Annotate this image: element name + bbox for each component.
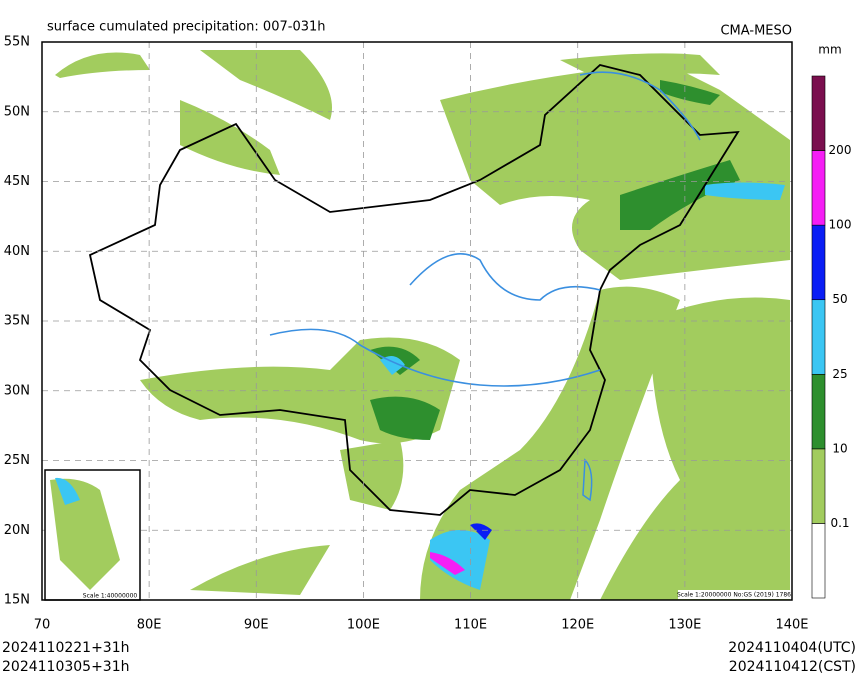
precip-area (180, 100, 280, 175)
lat-label: 45N (4, 174, 30, 189)
map-area: Scale 1:40000000 Scale 1:20000000 No:GS … (41, 41, 793, 601)
model-name: CMA-MESO (720, 24, 792, 39)
lat-label: 35N (4, 314, 30, 329)
precip-area (370, 396, 440, 440)
river (579, 71, 701, 141)
grid (42, 42, 792, 600)
lon-label: 70 (34, 618, 51, 633)
valid-time-utc: 2024110404(UTC) (728, 640, 856, 656)
precip-area (380, 356, 405, 375)
lat-label: 40N (4, 244, 30, 259)
precip-area (55, 52, 150, 78)
lon-label: 90E (244, 618, 269, 633)
precip-area (660, 80, 720, 105)
legend-unit: mm (818, 43, 841, 57)
colorbar-label: 200 (829, 143, 852, 157)
colorbar-segment (811, 448, 826, 524)
precip-area (420, 286, 680, 600)
lat-label: 55N (4, 35, 30, 50)
map-frame (41, 41, 793, 601)
colorbar-label: 50 (832, 292, 847, 306)
colorbar-segment (811, 75, 826, 151)
precip-area (440, 60, 790, 280)
colorbar-label: 10 (832, 441, 847, 455)
precip-area (340, 440, 404, 510)
colorbar-segment (811, 150, 826, 226)
map-title: surface cumulated precipitation: 007-031… (47, 20, 326, 35)
scale-note: Scale 1:20000000 No:GS (2019) 1786 (677, 592, 791, 599)
inset-precip (55, 477, 80, 505)
colorbar-label: 25 (832, 367, 847, 381)
colorbar-segment (811, 523, 826, 599)
precip-area (560, 53, 720, 80)
inset-scale: Scale 1:40000000 (83, 593, 138, 600)
lat-label: 25N (4, 453, 30, 468)
river (269, 328, 601, 387)
lat-label: 30N (4, 383, 30, 398)
country-border (88, 64, 740, 516)
colorbar-segment (811, 224, 826, 301)
lon-label: 110E (454, 618, 487, 633)
precip-area (430, 530, 490, 590)
init-time-utc: 2024110221+31h (2, 640, 130, 656)
lon-label: 140E (775, 618, 808, 633)
lat-label: 50N (4, 104, 30, 119)
river (409, 253, 601, 301)
inset-precip (50, 478, 120, 590)
precip-area (430, 552, 465, 575)
precip-area (470, 523, 492, 540)
lon-label: 130E (668, 618, 701, 633)
init-time-cst: 2024110305+31h (2, 659, 130, 675)
island-outline (582, 458, 593, 502)
colorbar-segment (811, 373, 826, 450)
lon-label: 120E (561, 618, 594, 633)
precip-area (190, 545, 330, 595)
colorbar: 0.1 10 25 50 100 200 (811, 75, 852, 599)
scale-note-box (678, 590, 790, 599)
lon-label: 100E (347, 618, 380, 633)
lon-label: 80E (137, 618, 162, 633)
precip-area (200, 50, 332, 120)
colorbar-segment (811, 299, 826, 375)
lat-label: 15N (4, 593, 30, 608)
precip-area (600, 297, 790, 600)
valid-time-cst: 2024110412(CST) (729, 659, 856, 675)
colorbar-label: 0.1 (830, 516, 849, 530)
colorbar-label: 100 (829, 218, 852, 232)
lat-label: 20N (4, 523, 30, 538)
precip-area (705, 182, 785, 200)
